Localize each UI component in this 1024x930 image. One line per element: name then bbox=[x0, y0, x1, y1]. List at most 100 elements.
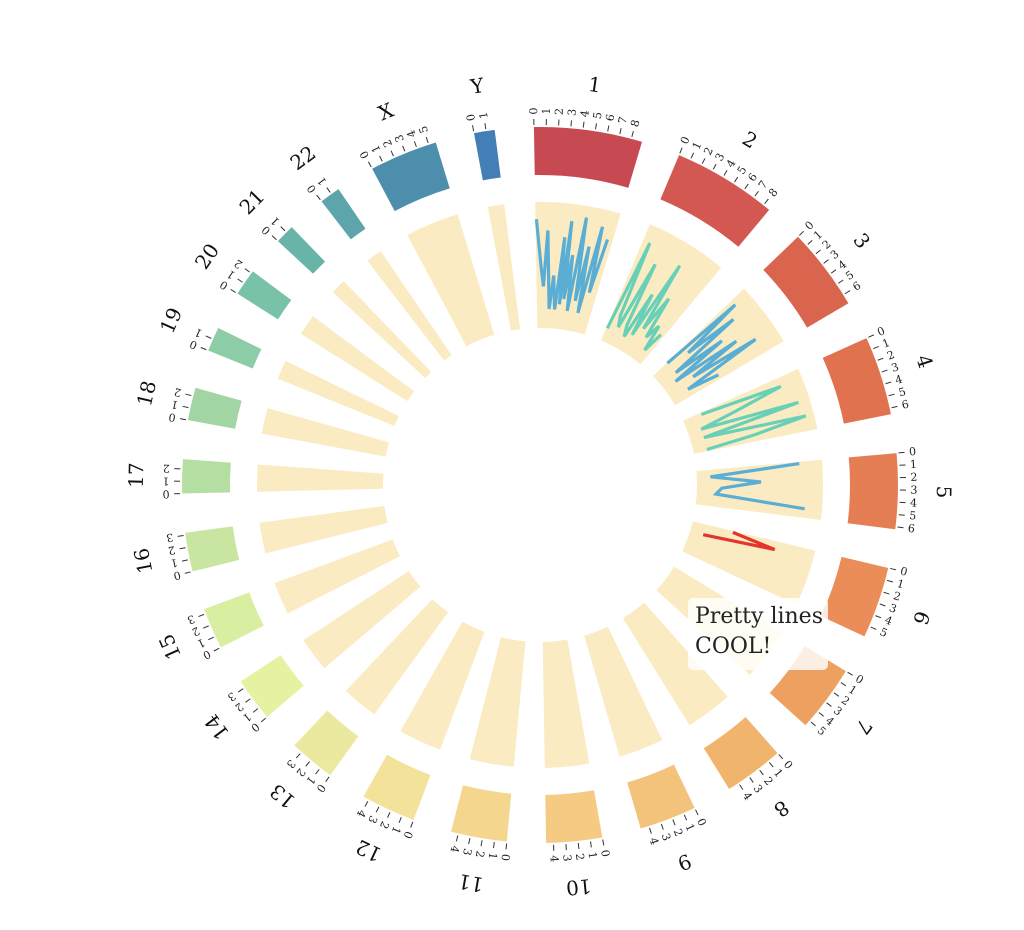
chromosome-label-8: 8 bbox=[769, 795, 794, 822]
tick-label: 0 bbox=[172, 568, 182, 582]
ideogram-chr-2 bbox=[660, 155, 770, 247]
tick-mark bbox=[184, 571, 191, 574]
ideogram-chr-21 bbox=[277, 227, 326, 274]
tick-mark bbox=[778, 754, 784, 760]
tick-label: 1 bbox=[169, 556, 179, 570]
tick-mark bbox=[468, 838, 471, 845]
ideogram-chr-5 bbox=[847, 453, 898, 530]
tick-label: 1 bbox=[486, 852, 500, 861]
tick-mark bbox=[754, 191, 759, 197]
ideogram-chr-9 bbox=[627, 764, 695, 829]
tick-label: 1 bbox=[586, 851, 600, 860]
tick-mark bbox=[712, 163, 717, 170]
tick-mark bbox=[649, 827, 652, 834]
track-chr-13 bbox=[345, 599, 449, 715]
tick-mark bbox=[230, 288, 236, 294]
tick-mark bbox=[200, 347, 207, 351]
tick-label: 8 bbox=[766, 186, 781, 200]
tick-mark bbox=[316, 194, 321, 201]
tick-label: 0 bbox=[527, 107, 540, 114]
tick-mark bbox=[472, 125, 475, 132]
annotation-box: Pretty lines COOL! bbox=[688, 598, 828, 670]
tick-mark bbox=[679, 147, 683, 154]
tick-label: 3 bbox=[185, 612, 196, 627]
series-line-chr-5 bbox=[710, 462, 805, 511]
tick-label: 2 bbox=[910, 471, 917, 484]
series-line-chr-6 bbox=[702, 530, 776, 552]
tick-mark bbox=[870, 626, 877, 630]
tick-label: 5 bbox=[815, 724, 829, 738]
tick-mark bbox=[590, 841, 592, 848]
tick-label: 0 bbox=[908, 445, 916, 459]
tick-mark bbox=[840, 682, 847, 687]
tick-mark bbox=[890, 567, 897, 571]
tick-label: 3 bbox=[888, 601, 899, 616]
tick-mark bbox=[683, 814, 688, 821]
ideogram-chr-17 bbox=[182, 459, 231, 494]
tick-mark bbox=[739, 784, 744, 790]
tick-mark bbox=[375, 806, 380, 813]
tick-mark bbox=[480, 840, 483, 847]
track-chr-8 bbox=[622, 602, 728, 726]
chromosome-label-11: 11 bbox=[456, 869, 485, 897]
chromosome-label-12: 12 bbox=[352, 835, 385, 868]
tick-label: 4 bbox=[740, 790, 755, 803]
tick-label: 1 bbox=[683, 822, 698, 834]
ideogram-chr-18 bbox=[187, 387, 242, 429]
tick-label: 0 bbox=[875, 324, 887, 339]
tick-mark bbox=[326, 187, 331, 193]
tick-label: 3 bbox=[910, 484, 917, 497]
track-chr-X bbox=[407, 214, 495, 347]
tick-label: 0 bbox=[401, 829, 416, 840]
tick-mark bbox=[260, 717, 267, 723]
tick-mark bbox=[749, 777, 754, 783]
tick-label: 3 bbox=[225, 689, 238, 704]
annotation-line-2: COOL! bbox=[695, 634, 772, 659]
tick-label: 1 bbox=[170, 397, 180, 411]
series-line-chr-2 bbox=[605, 242, 682, 352]
tick-label: 2 bbox=[173, 385, 183, 399]
ideogram-chr-1 bbox=[533, 127, 642, 188]
ideogram-chr-22 bbox=[321, 189, 366, 240]
tick-label: 5 bbox=[878, 625, 890, 640]
chromosome-label-15: 15 bbox=[154, 630, 186, 663]
tick-mark bbox=[379, 155, 383, 162]
tick-label: 2 bbox=[163, 462, 171, 475]
chromosome-label-X: X bbox=[375, 97, 398, 125]
track-chr-18 bbox=[261, 408, 389, 457]
tick-mark bbox=[602, 839, 605, 846]
ideogram-chr-15 bbox=[204, 592, 264, 648]
tick-mark bbox=[833, 692, 840, 697]
tick-mark bbox=[837, 279, 844, 284]
chromosome-label-20: 20 bbox=[190, 239, 224, 274]
tick-mark bbox=[402, 145, 406, 152]
tick-mark bbox=[734, 176, 739, 183]
tick-mark bbox=[823, 259, 829, 264]
tick-label: 1 bbox=[195, 636, 207, 651]
tick-label: 1 bbox=[690, 140, 705, 152]
tick-label: 1 bbox=[880, 336, 891, 351]
track-chr-19 bbox=[277, 360, 399, 427]
chromosome-label-6: 6 bbox=[908, 608, 935, 628]
tick-mark bbox=[425, 136, 429, 143]
track-chr-11 bbox=[469, 637, 526, 767]
ideogram-chr-Y bbox=[473, 129, 501, 181]
tick-label: 7 bbox=[616, 115, 630, 125]
tick-label: 2 bbox=[473, 850, 487, 859]
tick-mark bbox=[280, 226, 286, 232]
chromosome-label-13: 13 bbox=[265, 779, 300, 814]
tick-label: 2 bbox=[377, 819, 392, 831]
tick-label: 1 bbox=[389, 824, 404, 835]
tick-label: 0 bbox=[162, 487, 169, 500]
tick-label: 8 bbox=[628, 118, 642, 128]
tick-mark bbox=[364, 800, 369, 807]
tick-mark bbox=[877, 357, 884, 361]
tick-mark bbox=[181, 559, 188, 562]
tick-mark bbox=[367, 161, 372, 168]
tick-label: 2 bbox=[380, 138, 395, 150]
track-chr-17 bbox=[257, 464, 384, 492]
ideogram-chr-11 bbox=[451, 785, 512, 842]
tick-mark bbox=[701, 158, 706, 164]
tick-mark bbox=[390, 150, 394, 157]
